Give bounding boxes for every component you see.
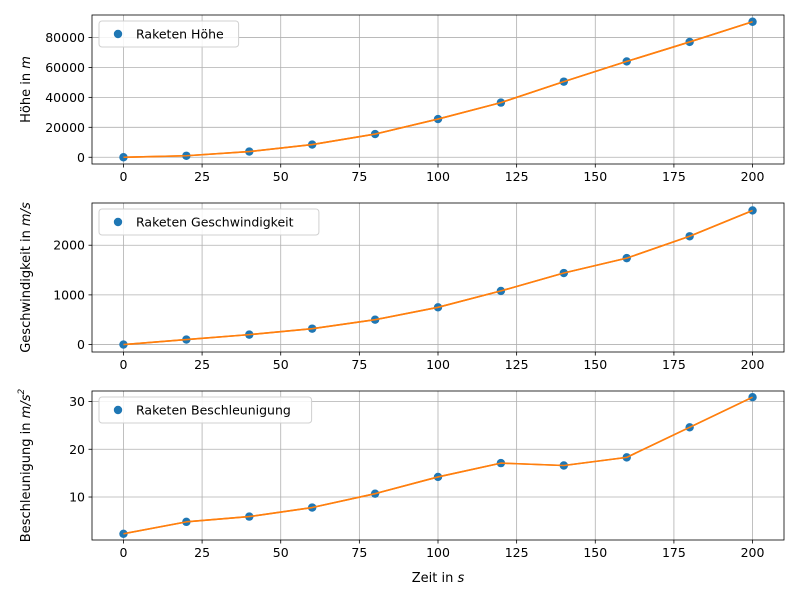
acceleration-y-axis-label: Beschleunigung in m/s2 (17, 389, 34, 543)
height-x-tick-label: 25 (194, 169, 210, 184)
height-x-tick-label: 125 (505, 169, 529, 184)
acceleration-y-axis-label-unit: m/s (19, 394, 34, 418)
height-y-axis-label: Höhe in m (19, 56, 34, 123)
x-axis-label-unit: s (457, 571, 464, 586)
velocity-line-overlay (123, 209, 753, 346)
height-x-tick-label: 150 (583, 169, 607, 184)
acceleration-x-tick-label: 0 (119, 545, 127, 560)
subplot-velocity: 0 25 50 75 100 125 150 175 200010002000Geschwind… (19, 202, 785, 372)
height-y-tick-label: 20000 (45, 120, 85, 135)
acceleration-y-tick-label: 30 (69, 394, 85, 409)
velocity-y-tick-label: 2000 (53, 238, 85, 253)
acceleration-x-tick-label: 175 (662, 545, 686, 560)
height-x-tick-label: 50 (273, 169, 289, 184)
height-x-tick-label: 100 (426, 169, 450, 184)
acceleration-x-tick-label: 50 (273, 545, 289, 560)
velocity-legend-label: Raketen Geschwindigkeit (136, 215, 294, 230)
subplot-height: 0 25 50 75 100 125 150 175 200 0 20000 40000 60000 80… (19, 14, 785, 184)
velocity-y-tick-label: 0 (77, 337, 85, 352)
x-axis-label: Zeit in s (412, 571, 465, 586)
velocity-legend-box (98, 208, 320, 236)
acceleration-x-tick-label: 125 (505, 545, 529, 560)
height-x-tick-label: 200 (741, 169, 765, 184)
height-legend-label: Raketen Höhe (136, 27, 224, 42)
velocity-x-tick-label: 175 (662, 357, 686, 372)
velocity-x-tick-label: 75 (351, 357, 367, 372)
velocity-x-tick-label: 25 (194, 357, 210, 372)
acceleration-x-tick-label: 25 (194, 545, 210, 560)
acceleration-x-tick-label: 75 (351, 545, 367, 560)
height-legend-box (98, 20, 240, 48)
height-y-tick-label: 0 (77, 150, 85, 165)
height-y-axis-label-unit: m (19, 56, 34, 69)
height-y-axis-label-text: Höhe in (19, 69, 34, 123)
velocity-y-axis-label-unit: m/s (19, 202, 34, 226)
velocity-y-axis-label: Geschwindigkeit in m/s (19, 202, 34, 353)
acceleration-y-tick-label: 20 (69, 442, 85, 457)
acceleration-y-tick-label: 10 (69, 490, 85, 505)
velocity-x-tick-label: 0 (119, 357, 127, 372)
height-y-tick-label: 40000 (45, 90, 85, 105)
height-x-tick-label: 0 (119, 169, 127, 184)
acceleration-x-tick-label: 200 (741, 545, 765, 560)
acceleration-y-axis-label-exponent: 2 (17, 389, 27, 395)
height-y-tick-label: 80000 (45, 30, 85, 45)
acceleration-x-tick-label: 100 (426, 545, 450, 560)
velocity-y-axis-label-text: Geschwindigkeit in (19, 226, 34, 353)
acceleration-y-axis-label-text: Beschleunigung in (19, 418, 34, 542)
x-axis-label-text: Zeit in (412, 571, 458, 586)
velocity-x-tick-label: 200 (741, 357, 765, 372)
height-y-tick-label: 60000 (45, 60, 85, 75)
height-line-overlay (123, 20, 753, 159)
height-x-tick-label: 75 (351, 169, 367, 184)
height-legend-marker (113, 29, 123, 39)
velocity-x-tick-label: 125 (505, 357, 529, 372)
velocity-y-tick-label: 1000 (53, 287, 85, 302)
velocity-x-tick-label: 150 (583, 357, 607, 372)
velocity-legend-marker (113, 217, 123, 227)
acceleration-legend-label: Raketen Beschleunigung (136, 403, 291, 418)
velocity-x-tick-label: 50 (273, 357, 289, 372)
acceleration-x-tick-label: 150 (583, 545, 607, 560)
height-x-tick-label: 175 (662, 169, 686, 184)
acceleration-legend-marker (113, 405, 123, 415)
subplot-acceleration: 0 25 50 75 100 125 150 175 200 10 20 30 Beschleunigu… (17, 389, 785, 560)
acceleration-legend-box (98, 396, 313, 424)
velocity-x-tick-label: 100 (426, 357, 450, 372)
acceleration-line-overlay (123, 396, 753, 535)
